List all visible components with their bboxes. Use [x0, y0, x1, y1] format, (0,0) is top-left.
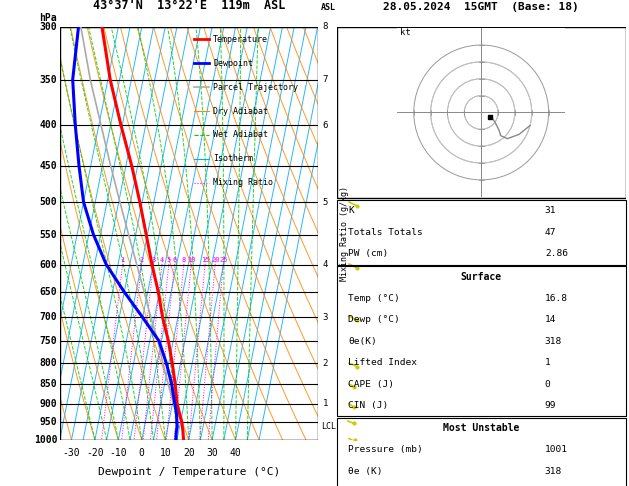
Text: 47: 47 [545, 228, 556, 237]
Text: 700: 700 [40, 312, 57, 322]
Text: 10: 10 [159, 448, 171, 458]
Text: CIN (J): CIN (J) [348, 401, 388, 410]
Text: 2: 2 [140, 258, 144, 263]
Text: Totals Totals: Totals Totals [348, 228, 423, 237]
Text: 43°37'N  13°22'E  119m  ASL: 43°37'N 13°22'E 119m ASL [92, 0, 285, 12]
Bar [337, 200, 626, 265]
Text: Temperature: Temperature [213, 35, 268, 44]
Text: 6: 6 [172, 258, 177, 263]
Text: Mixing Ratio (g/kg): Mixing Ratio (g/kg) [340, 186, 348, 281]
Bar [337, 27, 626, 198]
Text: Surface: Surface [460, 272, 502, 282]
Text: 400: 400 [40, 121, 57, 130]
Text: 318: 318 [545, 337, 562, 346]
Text: 1: 1 [121, 258, 125, 263]
Text: 20: 20 [183, 448, 194, 458]
Text: 16.8: 16.8 [545, 294, 568, 303]
Text: Pressure (mb): Pressure (mb) [348, 445, 423, 454]
Text: 1001: 1001 [545, 445, 568, 454]
Text: 1000: 1000 [34, 435, 57, 445]
Text: 40: 40 [230, 448, 242, 458]
Text: 30: 30 [206, 448, 218, 458]
Text: 4: 4 [323, 260, 328, 269]
Text: -20: -20 [86, 448, 104, 458]
Text: 1: 1 [545, 358, 550, 367]
Text: Lifted Index: Lifted Index [348, 358, 417, 367]
Text: kt: kt [400, 28, 411, 37]
Text: 650: 650 [40, 287, 57, 297]
Text: 31: 31 [545, 207, 556, 215]
Text: 750: 750 [40, 336, 57, 346]
Text: 800: 800 [40, 358, 57, 368]
Text: 500: 500 [40, 197, 57, 207]
Text: 20: 20 [211, 258, 220, 263]
Text: Dewpoint / Temperature (°C): Dewpoint / Temperature (°C) [97, 467, 280, 477]
Text: 5: 5 [167, 258, 171, 263]
Text: Isotherm: Isotherm [213, 155, 253, 163]
Text: 8: 8 [182, 258, 186, 263]
Bar [337, 266, 626, 417]
Text: 350: 350 [40, 75, 57, 85]
Text: -30: -30 [63, 448, 81, 458]
Text: 8: 8 [323, 22, 328, 31]
Text: 950: 950 [40, 417, 57, 427]
Text: 99: 99 [545, 401, 556, 410]
Bar [337, 417, 626, 486]
Text: 3: 3 [152, 258, 155, 263]
Text: Dry Adiabat: Dry Adiabat [213, 106, 268, 116]
Text: 450: 450 [40, 161, 57, 171]
Text: Dewpoint: Dewpoint [213, 59, 253, 68]
Text: Temp (°C): Temp (°C) [348, 294, 400, 303]
Text: 550: 550 [40, 230, 57, 240]
Text: θe(K): θe(K) [348, 337, 377, 346]
Text: -10: -10 [109, 448, 127, 458]
Text: Parcel Trajectory: Parcel Trajectory [213, 83, 298, 91]
Text: 25: 25 [219, 258, 228, 263]
Text: 2.86: 2.86 [545, 249, 568, 259]
Text: PW (cm): PW (cm) [348, 249, 388, 259]
Text: Wet Adiabat: Wet Adiabat [213, 130, 268, 139]
Text: 2: 2 [323, 359, 328, 368]
Text: 0: 0 [139, 448, 145, 458]
Text: 10: 10 [187, 258, 196, 263]
Text: Most Unstable: Most Unstable [443, 423, 520, 433]
Text: 900: 900 [40, 399, 57, 409]
Text: km
ASL: km ASL [321, 0, 336, 12]
Text: Mixing Ratio: Mixing Ratio [213, 178, 273, 188]
Text: LCL: LCL [321, 422, 336, 432]
Text: 0: 0 [545, 380, 550, 389]
Text: 15: 15 [201, 258, 209, 263]
Text: 600: 600 [40, 260, 57, 270]
Text: 28.05.2024  15GMT  (Base: 18): 28.05.2024 15GMT (Base: 18) [383, 2, 579, 12]
Text: 300: 300 [40, 22, 57, 32]
Text: K: K [348, 207, 354, 215]
Text: 1: 1 [323, 399, 328, 408]
Text: 318: 318 [545, 467, 562, 476]
Text: CAPE (J): CAPE (J) [348, 380, 394, 389]
Text: 5: 5 [323, 197, 328, 207]
Text: 14: 14 [545, 315, 556, 324]
Text: 4: 4 [160, 258, 164, 263]
Text: Dewp (°C): Dewp (°C) [348, 315, 400, 324]
Text: θe (K): θe (K) [348, 467, 382, 476]
Text: 6: 6 [323, 121, 328, 130]
Text: 850: 850 [40, 379, 57, 389]
Text: hPa: hPa [40, 13, 57, 22]
Text: 3: 3 [323, 313, 328, 322]
Text: 7: 7 [323, 75, 328, 84]
